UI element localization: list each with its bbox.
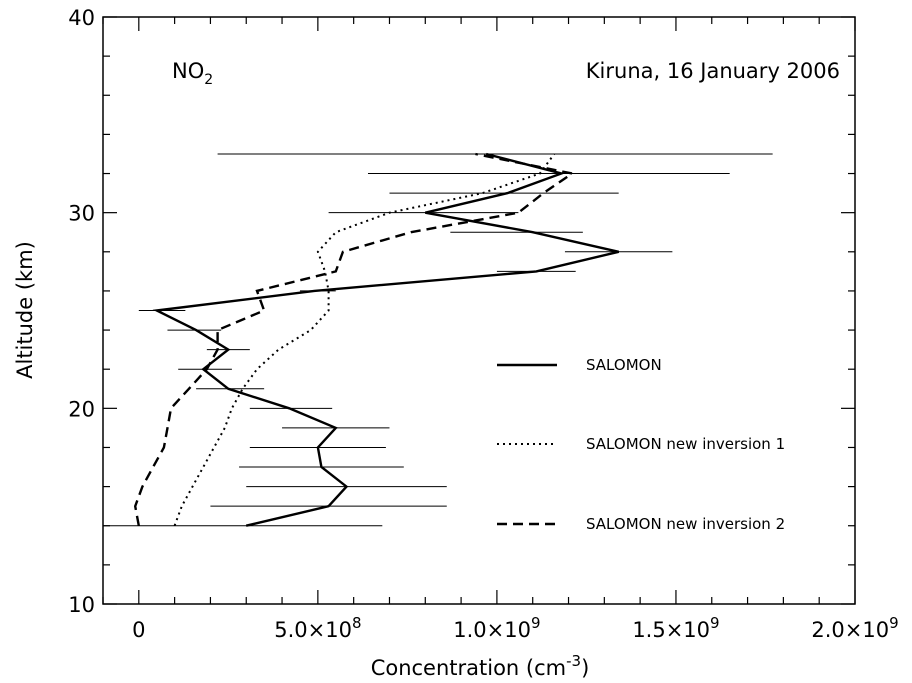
x-axis-title: Concentration (cm-3): [371, 652, 590, 680]
legend-label: SALOMON new inversion 2: [586, 515, 785, 533]
x-tick-label: 1.5×109: [632, 614, 719, 642]
x-tick-label: 0: [132, 618, 145, 642]
series-layer: [103, 152, 773, 527]
series-line-dashed: [133, 152, 576, 526]
series-line-solid: [152, 152, 619, 527]
x-tick-label: 1.0×109: [453, 614, 540, 642]
y-tick-label: 10: [68, 593, 95, 617]
legend-label: SALOMON: [586, 356, 662, 374]
legend: SALOMON SALOMON new inversion 1 SALOMON ne…: [497, 356, 785, 533]
y-tick-label: 20: [68, 397, 95, 421]
series-line-dotted: [173, 153, 556, 527]
site-annotation: Kiruna, 16 January 2006: [586, 59, 840, 83]
x-tick-label: 5.0×108: [274, 614, 361, 642]
y-tick-label: 30: [68, 202, 95, 226]
plot-frame: [102, 16, 856, 605]
labels: 10 20 30 40 0 5.0×108 1.0×109 1.5×109 2.0×109: [68, 6, 898, 642]
legend-label: SALOMON new inversion 1: [586, 435, 785, 453]
species-annotation: NO2: [172, 59, 213, 88]
y-axis-title: Altitude (km): [13, 241, 37, 379]
x-tick-label: 2.0×109: [811, 614, 898, 642]
y-tick-label: 40: [68, 6, 95, 30]
